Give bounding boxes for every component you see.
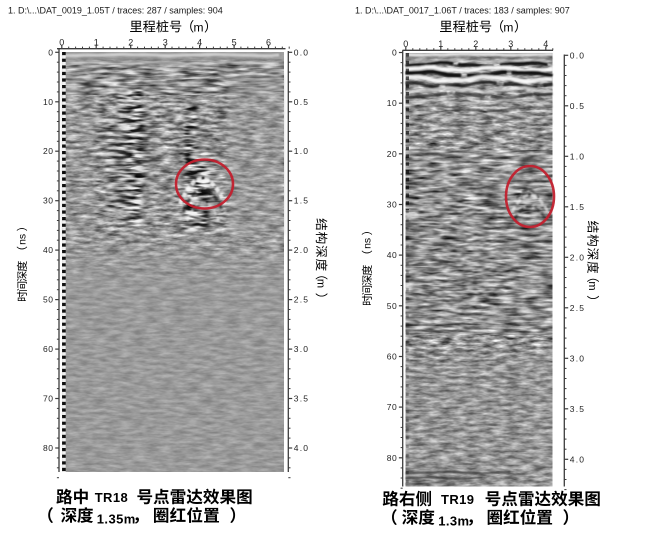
svg-text:ns: ns: [17, 234, 29, 245]
svg-text:1.5: 1.5: [570, 202, 585, 212]
svg-text:20: 20: [43, 146, 53, 156]
svg-text:4: 4: [197, 38, 202, 48]
svg-text:10: 10: [387, 98, 397, 108]
svg-text:4: 4: [543, 39, 548, 49]
svg-text:0: 0: [59, 38, 64, 48]
svg-text:40: 40: [43, 245, 53, 255]
svg-text:4.0: 4.0: [570, 454, 585, 464]
svg-text:80: 80: [43, 443, 53, 453]
svg-text:2: 2: [128, 38, 133, 48]
svg-text:1.5: 1.5: [294, 196, 309, 206]
svg-text:1.35m: 1.35m: [97, 512, 136, 527]
svg-text:0.5: 0.5: [294, 97, 309, 107]
svg-text:4.0: 4.0: [294, 443, 309, 453]
svg-text:5: 5: [232, 38, 237, 48]
svg-text:TR19: TR19: [441, 492, 474, 507]
svg-text:10: 10: [43, 97, 53, 107]
svg-text:70: 70: [43, 394, 53, 404]
svg-text:3.5: 3.5: [294, 394, 309, 404]
svg-text:ns: ns: [362, 238, 374, 249]
svg-text:0: 0: [48, 47, 53, 57]
svg-text:30: 30: [387, 200, 397, 210]
svg-text:6: 6: [266, 38, 271, 48]
svg-text:1: 1: [438, 39, 443, 49]
svg-text:2.5: 2.5: [294, 295, 309, 305]
svg-text:3: 3: [508, 39, 513, 49]
svg-text:2: 2: [473, 39, 478, 49]
svg-text:40: 40: [387, 250, 397, 260]
svg-text:80: 80: [387, 453, 397, 463]
svg-text:50: 50: [43, 295, 53, 305]
svg-text:30: 30: [43, 196, 53, 206]
svg-text:3.5: 3.5: [570, 404, 585, 414]
svg-text:3.0: 3.0: [294, 344, 309, 354]
svg-text:0.5: 0.5: [570, 101, 585, 111]
svg-text:0: 0: [392, 48, 397, 58]
svg-text:0.0: 0.0: [294, 47, 309, 57]
svg-text:0.0: 0.0: [570, 50, 585, 60]
svg-text:20: 20: [387, 149, 397, 159]
svg-text:1. D:\...\DAT_0017_1.06T / tra: 1. D:\...\DAT_0017_1.06T / traces: 183 /…: [355, 6, 570, 16]
svg-text:60: 60: [43, 344, 53, 354]
svg-text:2.5: 2.5: [570, 303, 585, 313]
svg-text:1.0: 1.0: [570, 151, 585, 161]
svg-text:1. D:\...\DAT_0019_1.05T / tra: 1. D:\...\DAT_0019_1.05T / traces: 287 /…: [8, 6, 223, 16]
svg-text:3.0: 3.0: [570, 353, 585, 363]
svg-text:2.0: 2.0: [570, 252, 585, 262]
svg-text:3: 3: [163, 38, 168, 48]
svg-text:m: m: [586, 281, 598, 290]
svg-text:70: 70: [387, 402, 397, 412]
svg-text:m: m: [314, 279, 326, 288]
svg-text:60: 60: [387, 352, 397, 362]
svg-text:1.3m: 1.3m: [438, 514, 469, 529]
svg-text:TR18: TR18: [95, 490, 128, 505]
svg-text:1: 1: [94, 38, 99, 48]
svg-text:1.0: 1.0: [294, 146, 309, 156]
svg-text:0: 0: [403, 39, 408, 49]
svg-text:2.0: 2.0: [294, 245, 309, 255]
svg-text:50: 50: [387, 301, 397, 311]
svg-text:m: m: [503, 20, 513, 34]
svg-text:m: m: [194, 20, 204, 34]
